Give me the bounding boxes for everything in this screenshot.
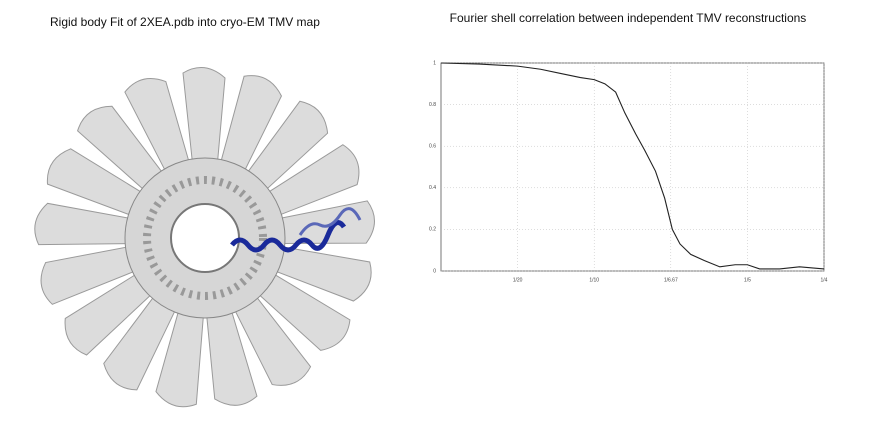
x-tick-label: 1/10 bbox=[589, 277, 599, 283]
subunit bbox=[268, 245, 372, 302]
y-tick-label: 1 bbox=[433, 60, 436, 66]
subunit bbox=[64, 269, 158, 356]
subunit bbox=[273, 200, 375, 244]
x-tick-label: 1/4 bbox=[821, 277, 828, 283]
subunit bbox=[46, 148, 149, 219]
lumen bbox=[170, 203, 240, 273]
subunit bbox=[40, 245, 142, 305]
subunit bbox=[230, 290, 312, 386]
subunit bbox=[182, 67, 226, 169]
plot-frame bbox=[440, 62, 825, 272]
subunit bbox=[34, 202, 137, 246]
subunit bbox=[218, 75, 283, 178]
y-tick-label: 0 bbox=[433, 268, 436, 274]
x-tick-label: 1/5 bbox=[744, 277, 751, 283]
chart-title: Fourier shell correlation between indepe… bbox=[450, 11, 807, 25]
y-tick-label: 0.2 bbox=[429, 227, 436, 233]
subunit bbox=[124, 78, 192, 178]
fitted-model bbox=[298, 207, 362, 236]
left-title: Rigid body Fit of 2XEA.pdb into cryo-EM … bbox=[50, 15, 320, 29]
fitted-model bbox=[230, 220, 347, 253]
subunit bbox=[155, 304, 205, 408]
y-tick-label: 0.8 bbox=[429, 102, 436, 108]
y-tick-label: 0.4 bbox=[429, 185, 436, 191]
tmv-map-rendering bbox=[34, 67, 375, 408]
fsc-line bbox=[440, 62, 825, 270]
subunit bbox=[77, 105, 168, 196]
subunit bbox=[103, 290, 179, 391]
subunit bbox=[261, 144, 360, 219]
subunit bbox=[252, 269, 351, 351]
y-tick-label: 0.6 bbox=[429, 144, 436, 150]
ring-inner bbox=[143, 176, 267, 300]
subunit bbox=[205, 304, 258, 406]
x-tick-label: 1/6.67 bbox=[664, 277, 678, 283]
subunit bbox=[242, 100, 329, 196]
x-tick-label: 1/20 bbox=[513, 277, 523, 283]
